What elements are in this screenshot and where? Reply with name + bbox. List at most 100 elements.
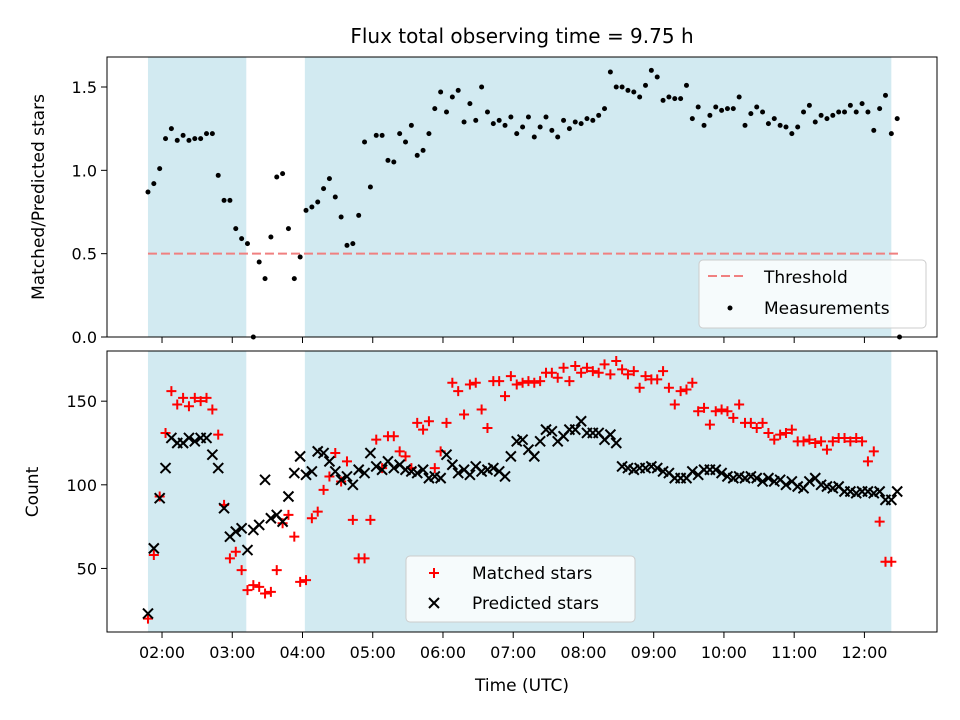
data-point: [689, 116, 695, 122]
data-point: [502, 122, 508, 128]
data-point: [578, 121, 584, 127]
x-tick-label: 04:00: [279, 643, 325, 662]
data-point: [142, 607, 154, 620]
legend-label: Predicted stars: [472, 594, 599, 614]
data-point: [294, 450, 306, 463]
data-point: [400, 451, 411, 462]
data-point: [280, 171, 286, 177]
data-point: [786, 424, 797, 435]
data-point: [535, 376, 546, 387]
data-point: [570, 361, 581, 372]
data-point: [505, 450, 517, 463]
data-point: [847, 102, 853, 108]
data-point: [672, 96, 678, 102]
data-point: [777, 122, 783, 128]
data-point: [751, 422, 762, 433]
legend-matched-swatch: [429, 568, 439, 578]
data-point: [520, 124, 526, 130]
data-point: [865, 109, 871, 115]
data-point: [300, 469, 312, 481]
legend-box: [698, 259, 927, 329]
data-point: [254, 581, 265, 592]
data-point: [590, 117, 596, 123]
legend-label: Threshold: [763, 268, 848, 288]
data-point: [142, 613, 153, 624]
x-tick-label: 03:00: [209, 643, 255, 662]
data-point: [189, 392, 200, 403]
data-point: [891, 485, 903, 498]
data-point: [432, 106, 438, 112]
data-point: [324, 471, 335, 482]
data-point: [894, 116, 900, 122]
data-point: [707, 112, 713, 118]
data-point: [151, 181, 157, 187]
data-point: [484, 109, 490, 115]
data-point: [309, 204, 315, 210]
data-point: [178, 392, 189, 403]
data-point: [198, 136, 204, 142]
data-point: [514, 131, 520, 137]
bottom-y-axis-label: Count: [23, 466, 43, 517]
data-point: [414, 152, 420, 158]
y-tick-label: 100: [66, 476, 97, 495]
data-point: [242, 585, 253, 596]
data-point: [613, 84, 619, 90]
data-point: [537, 124, 543, 130]
data-point: [821, 444, 832, 455]
data-point: [186, 137, 192, 143]
data-point: [241, 544, 254, 556]
data-point: [716, 404, 727, 415]
legend-predicted-swatch: [428, 597, 440, 609]
data-point: [330, 448, 341, 459]
data-point: [174, 137, 180, 143]
data-point: [687, 377, 698, 388]
data-point: [207, 404, 218, 415]
top-panel: 0.0 0.5 1.0 1.5 Threshold Measurements: [72, 56, 938, 347]
data-point: [221, 197, 227, 203]
data-point: [253, 519, 265, 531]
data-point: [370, 460, 382, 473]
data-point: [842, 109, 848, 115]
data-point: [862, 456, 873, 467]
data-point: [760, 109, 766, 115]
legend-box: [405, 555, 636, 623]
data-point: [745, 417, 756, 428]
data-point: [230, 525, 242, 538]
data-point: [631, 89, 637, 95]
data-point: [561, 117, 567, 123]
y-tick-label: 50: [77, 559, 97, 578]
data-point: [236, 565, 247, 576]
data-point: [830, 112, 836, 118]
data-point: [756, 475, 769, 488]
data-point: [593, 367, 604, 378]
data-point: [412, 417, 423, 428]
data-point: [344, 242, 350, 248]
data-point: [470, 377, 481, 388]
data-point: [376, 464, 388, 476]
data-point: [622, 369, 633, 380]
x-tick-label: 08:00: [560, 643, 606, 662]
data-point: [508, 114, 514, 120]
data-point: [285, 226, 291, 232]
data-point: [496, 117, 502, 123]
chart-title: Flux total observing time = 9.75 h: [350, 24, 693, 48]
data-point: [379, 132, 385, 138]
data-point: [576, 367, 587, 378]
data-point: [192, 136, 198, 142]
data-point: [806, 102, 812, 108]
data-point: [318, 484, 329, 495]
data-point: [724, 106, 730, 112]
data-point: [686, 465, 699, 478]
data-point: [857, 436, 868, 447]
data-point: [754, 104, 760, 110]
data-point: [564, 376, 575, 387]
data-point: [148, 550, 159, 561]
data-point: [531, 134, 537, 140]
data-point: [742, 122, 748, 128]
data-point: [599, 359, 610, 370]
data-point: [610, 437, 622, 449]
data-point: [762, 472, 775, 484]
data-point: [877, 106, 883, 112]
y-tick-label: 1.0: [72, 161, 97, 180]
data-point: [572, 119, 578, 125]
